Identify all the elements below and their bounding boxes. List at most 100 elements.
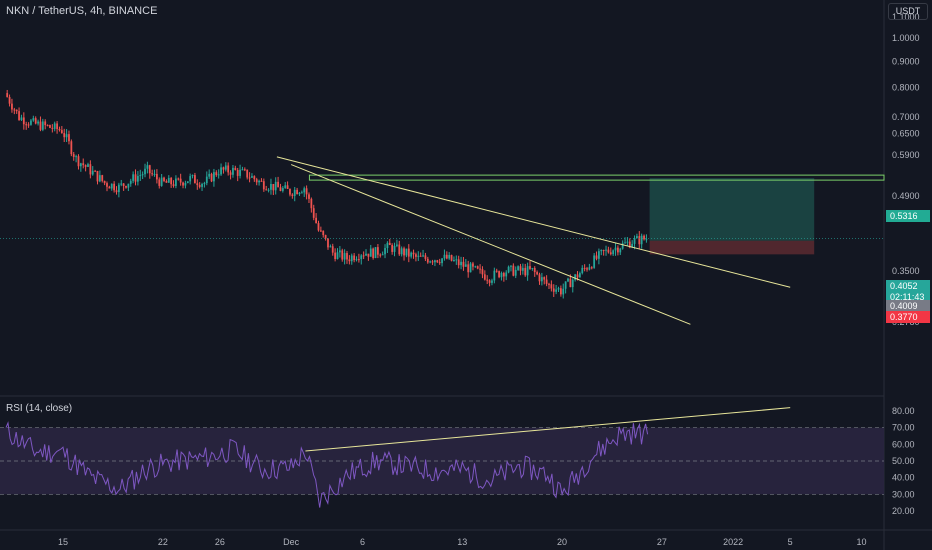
trendline (290, 164, 691, 325)
candle (453, 256, 455, 262)
candle (510, 265, 512, 272)
candle (562, 283, 565, 299)
candle (56, 121, 58, 134)
candle (134, 169, 137, 186)
candle (341, 248, 344, 262)
candle (369, 244, 372, 257)
candle (398, 240, 401, 256)
rsi-pane (0, 407, 884, 508)
time-tick-label: 22 (158, 537, 168, 547)
candle (25, 121, 28, 130)
candle (412, 249, 415, 259)
price-tick-label: 0.4900 (892, 191, 920, 201)
candle (348, 255, 351, 265)
candle (426, 256, 429, 264)
candle (41, 118, 44, 132)
candle (189, 173, 192, 185)
candle (272, 183, 275, 196)
candle (127, 183, 130, 192)
candle (381, 251, 384, 256)
candle (350, 253, 353, 265)
candle (110, 183, 113, 191)
candle (310, 197, 313, 213)
candle (467, 260, 470, 278)
candle (338, 246, 341, 258)
candle (436, 259, 439, 264)
candle (144, 163, 146, 178)
candle (429, 260, 432, 264)
candle (108, 185, 111, 189)
candle (593, 253, 596, 269)
candle (502, 271, 505, 282)
price-tick-label: 0.9000 (892, 56, 920, 66)
candle (103, 180, 106, 186)
candle (605, 245, 607, 256)
candle (531, 267, 534, 271)
candle (555, 284, 558, 295)
candle (170, 176, 173, 188)
candle (98, 170, 101, 183)
candle (588, 263, 591, 271)
candle (87, 162, 89, 168)
candle (194, 172, 196, 184)
candle (336, 248, 339, 260)
candle (581, 265, 584, 275)
candle (260, 178, 263, 182)
time-tick-label: 13 (457, 537, 467, 547)
rsi-title: RSI (14, close) (6, 403, 73, 414)
candle (53, 121, 56, 132)
candle (167, 175, 170, 183)
candle (538, 272, 541, 285)
candle (431, 259, 434, 265)
candle (517, 265, 520, 272)
candle (445, 251, 448, 260)
candles (6, 89, 648, 299)
candle (175, 175, 177, 189)
price-tick-label: 0.3500 (892, 266, 920, 276)
candle (483, 270, 486, 281)
candle (224, 162, 227, 172)
candle (519, 263, 522, 276)
candle (82, 158, 85, 169)
candle (177, 177, 180, 181)
candle (403, 246, 405, 261)
candle (248, 172, 251, 183)
candle (540, 272, 543, 286)
candle (367, 253, 370, 261)
time-tick-label: 26 (215, 537, 225, 547)
candle (115, 186, 118, 195)
candle (49, 124, 51, 129)
candle (617, 245, 619, 256)
candle (11, 98, 13, 113)
candle (372, 247, 375, 260)
candle (360, 254, 363, 265)
candle (550, 280, 553, 292)
candle (236, 167, 239, 182)
candle (234, 165, 237, 171)
candle (132, 171, 135, 184)
candle (129, 178, 132, 187)
candle (455, 255, 458, 265)
candle (526, 262, 529, 281)
candle (72, 151, 75, 161)
candle (94, 169, 97, 172)
candle (469, 261, 472, 273)
candle (619, 247, 622, 256)
candle (419, 252, 422, 257)
candle (602, 249, 605, 256)
currency-unit-button[interactable]: USDT (888, 3, 928, 20)
candle (545, 275, 548, 287)
candle (182, 181, 184, 189)
candle (46, 124, 49, 127)
time-tick-label: Dec (283, 537, 300, 547)
candle (559, 285, 562, 297)
candle (262, 178, 265, 192)
candle (407, 244, 410, 263)
candle (241, 166, 244, 171)
candle (512, 263, 515, 277)
candle (286, 181, 289, 190)
candle (120, 179, 123, 187)
entry-price-badge: 0.4009 (886, 300, 930, 312)
candle (210, 172, 213, 183)
